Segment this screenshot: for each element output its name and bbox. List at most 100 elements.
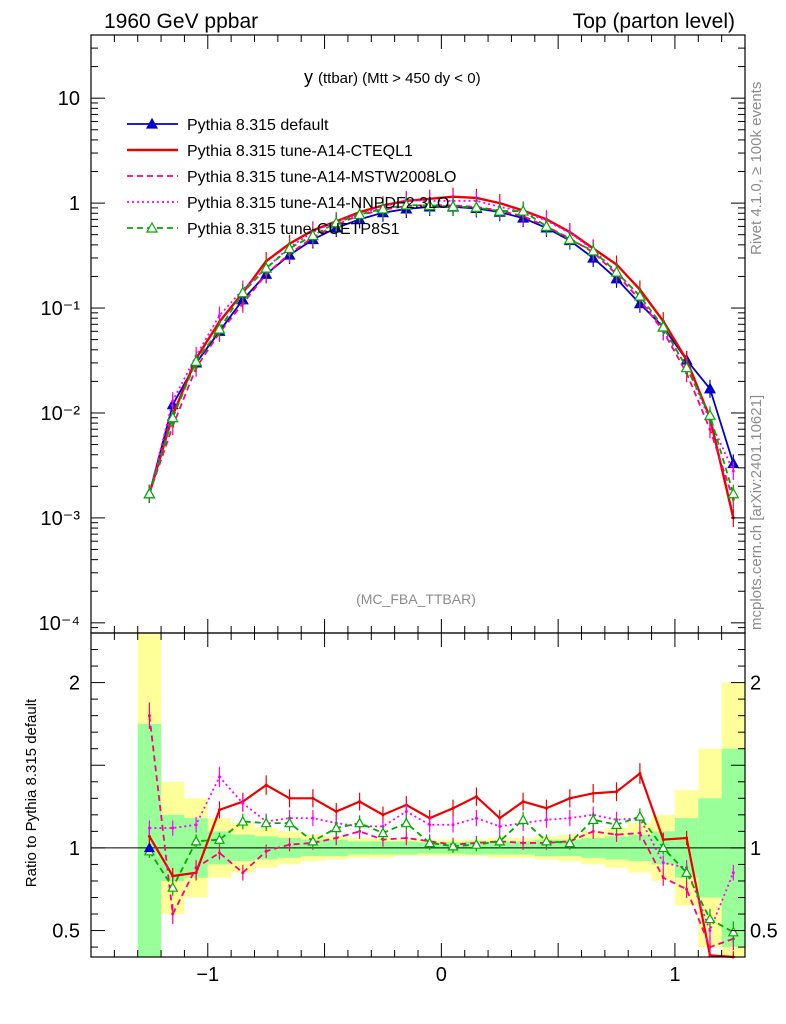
ratio-marker <box>661 876 665 880</box>
ratio-marker <box>400 817 412 828</box>
series-marker <box>143 487 156 499</box>
ratio-marker <box>568 816 572 820</box>
series-marker <box>423 199 436 211</box>
analysis-watermark: (MC_FBA_TTBAR) <box>356 591 476 607</box>
ratio-marker <box>591 829 595 833</box>
ratio-marker <box>611 819 623 829</box>
ratio-marker <box>217 851 221 855</box>
ratio-marker <box>194 866 198 870</box>
series-marker <box>213 322 226 334</box>
ratio-marker <box>661 861 665 865</box>
series-4 <box>143 195 740 503</box>
ratio-marker <box>217 808 221 812</box>
series-marker <box>306 229 319 241</box>
series-1 <box>147 187 735 527</box>
series-marker <box>470 201 483 213</box>
series-marker <box>171 399 175 403</box>
ratio-marker <box>217 775 221 779</box>
series-marker <box>587 244 600 256</box>
ratio-marker <box>521 800 525 804</box>
legend-item: Pythia 8.315 tune-A14-NNPDF2.3LO <box>127 195 449 212</box>
uncertainty-band-yellow <box>137 633 745 957</box>
series-marker <box>517 204 530 216</box>
series-line <box>148 195 735 519</box>
ratio-marker <box>171 826 175 830</box>
series-marker <box>330 216 343 228</box>
series-marker <box>540 220 553 231</box>
ratio-marker <box>404 810 408 814</box>
main-panel <box>143 187 740 527</box>
mcplots-label: mcplots.cern.ch [arXiv:2401.10621] <box>748 395 765 630</box>
series-marker <box>727 487 740 499</box>
legend-label: Pythia 8.315 tune-A14-NNPDF2.3LO <box>187 195 449 212</box>
ratio-marker <box>638 831 642 835</box>
header-right: Top (parton level) <box>573 10 735 33</box>
series-marker <box>703 382 716 394</box>
series-marker <box>563 233 576 245</box>
ratio-marker <box>474 816 478 820</box>
ratio-y-tick-label-right: 2 <box>750 673 761 695</box>
ratio-marker <box>358 800 362 804</box>
ratio-marker <box>451 823 455 827</box>
ratio-y-tick-label: 2 <box>69 673 80 695</box>
ratio-panel <box>91 633 745 959</box>
ratio-marker <box>708 929 712 933</box>
ratio-marker <box>494 835 506 846</box>
ratio-marker <box>447 840 459 851</box>
ratio-marker <box>708 945 712 949</box>
y-tick-label: 1 <box>69 193 80 215</box>
ratio-marker <box>377 827 389 838</box>
y-tick-label: 10⁻² <box>41 403 81 425</box>
ratio-marker <box>498 816 502 820</box>
ratio-marker <box>334 836 338 840</box>
ratio-y-tick-label: 0.5 <box>52 921 80 943</box>
ratio-line <box>148 715 734 949</box>
rivet-label: Rivet 4.1.0, ≥ 100k events <box>748 82 765 255</box>
legend-swatch-marker <box>145 117 159 129</box>
ratio-marker <box>544 806 548 810</box>
x-tick-label: 0 <box>436 964 447 986</box>
series-marker <box>241 302 245 306</box>
legend-label: Pythia 8.315 tune-CUETP8S1 <box>187 221 400 238</box>
ratio-marker <box>498 824 502 828</box>
series-marker <box>236 286 249 298</box>
series-marker <box>680 361 693 373</box>
series-marker <box>283 242 296 254</box>
series-marker <box>610 265 623 277</box>
series-line <box>148 206 735 494</box>
y-tick-label: 10⁻¹ <box>41 298 81 320</box>
ratio-marker <box>381 813 385 817</box>
ratio-marker <box>330 822 342 833</box>
plot-title-sub: (ttbar) (Mtt > 450 dy < 0) <box>318 70 481 87</box>
ratio-marker <box>213 833 225 844</box>
plot-title-main: y <box>304 67 313 87</box>
ratio-marker <box>731 871 735 875</box>
legend-item: Pythia 8.315 tune-A14-MSTW2008LO <box>127 169 456 186</box>
ratio-marker <box>657 842 669 853</box>
legend-item: Pythia 8.315 default <box>127 117 329 134</box>
ratio-marker <box>704 913 716 924</box>
legend-swatch-marker <box>145 221 159 233</box>
ratio-marker <box>264 783 268 787</box>
ratio-marker <box>334 810 338 814</box>
series-marker <box>657 320 670 332</box>
series-2 <box>147 195 735 509</box>
series-marker <box>376 202 389 214</box>
ratio-line <box>148 771 734 959</box>
axes-frames: 10 1 10⁻¹ 10⁻² 10⁻³ 10⁻⁴ −1 0 1 2 2 1 1 0.5 0.5 <box>39 34 778 986</box>
x-tick-label: −1 <box>196 964 219 986</box>
ratio-marker <box>284 817 296 828</box>
legend: Pythia 8.315 default Pythia 8.315 tune-A1… <box>127 117 456 238</box>
ratio-marker <box>544 818 548 822</box>
ratio-marker <box>237 815 249 826</box>
series-0 <box>143 197 740 503</box>
ratio-marker <box>521 841 525 845</box>
ratio-marker <box>167 881 179 892</box>
ratio-marker <box>634 810 646 821</box>
ratio-reference-marker <box>143 842 155 853</box>
ratio-marker <box>474 795 478 799</box>
ratio-y-tick-label-right: 1 <box>750 838 761 860</box>
ratio-marker <box>424 837 436 848</box>
ratio-marker <box>568 796 572 800</box>
